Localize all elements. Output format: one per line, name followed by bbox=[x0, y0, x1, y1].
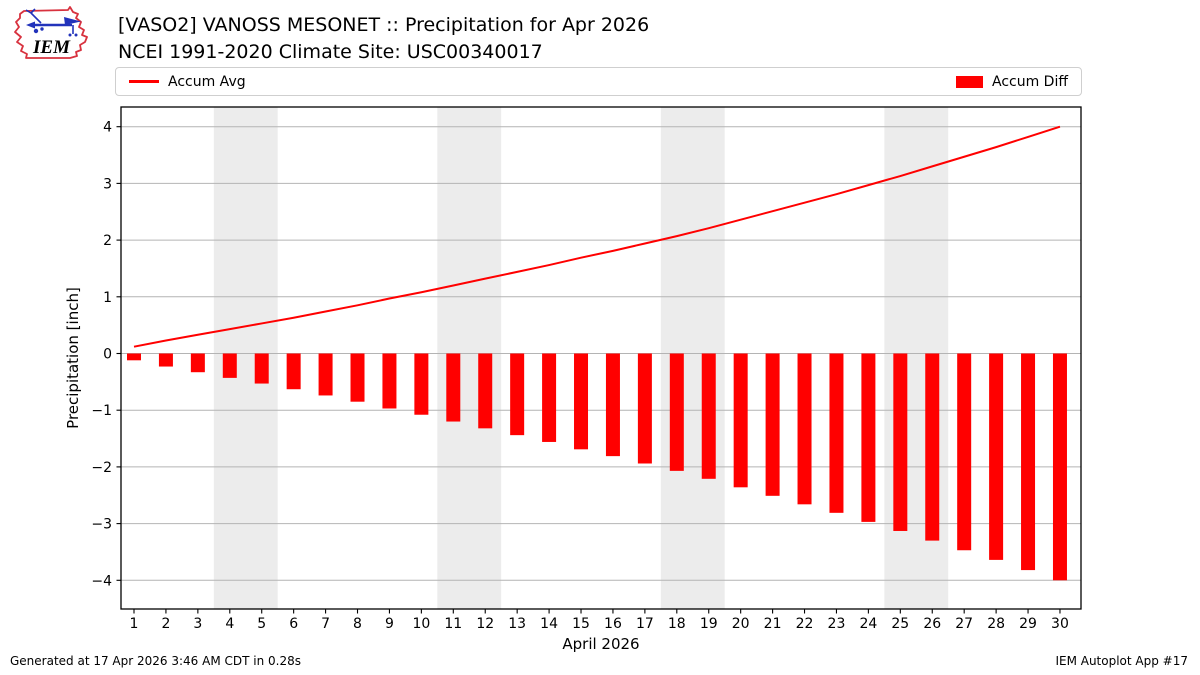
iowa-state-outline: IEM bbox=[14, 6, 88, 59]
svg-text:1: 1 bbox=[103, 290, 112, 306]
legend-entry-accum-avg: Accum Avg bbox=[129, 74, 246, 90]
svg-text:19: 19 bbox=[700, 616, 718, 632]
chart-header: [VASO2] VANOSS MESONET :: Precipitation … bbox=[118, 12, 649, 66]
legend-entry-accum-diff: Accum Diff bbox=[955, 73, 1068, 90]
x-axis-label: April 2026 bbox=[562, 635, 639, 653]
app-credit: IEM Autoplot App #17 bbox=[1055, 654, 1188, 668]
accum-diff-bars bbox=[127, 353, 1067, 581]
y-tick-labels: −4 −3 −2 −1 0 1 2 3 4 bbox=[91, 120, 112, 590]
svg-text:16: 16 bbox=[604, 616, 622, 632]
svg-text:8: 8 bbox=[353, 616, 362, 632]
svg-text:13: 13 bbox=[508, 616, 526, 632]
svg-text:26: 26 bbox=[923, 616, 941, 632]
chart-subtitle: NCEI 1991-2020 Climate Site: USC00340017 bbox=[118, 41, 543, 63]
svg-text:2: 2 bbox=[103, 233, 112, 249]
chart-title: [VASO2] VANOSS MESONET :: Precipitation … bbox=[118, 14, 650, 36]
svg-text:17: 17 bbox=[636, 616, 654, 632]
svg-text:28: 28 bbox=[987, 616, 1005, 632]
y-axis-label: Precipitation [inch] bbox=[64, 287, 82, 429]
svg-text:27: 27 bbox=[955, 616, 973, 632]
svg-text:−3: −3 bbox=[91, 517, 112, 533]
svg-text:14: 14 bbox=[540, 616, 558, 632]
svg-text:−4: −4 bbox=[91, 573, 112, 589]
svg-text:4: 4 bbox=[225, 616, 234, 632]
svg-text:9: 9 bbox=[385, 616, 394, 632]
grid-lines bbox=[121, 126, 1081, 581]
svg-text:2: 2 bbox=[161, 616, 170, 632]
accum-avg-line-swatch bbox=[129, 80, 159, 83]
svg-text:23: 23 bbox=[828, 616, 846, 632]
x-tick-labels: 1 2 3 4 5 6 7 8 9 10 11 12 13 14 15 16 17 18 19 20 21 22 23 24 2… bbox=[130, 616, 1069, 632]
svg-text:21: 21 bbox=[764, 616, 782, 632]
svg-text:25: 25 bbox=[891, 616, 909, 632]
svg-text:29: 29 bbox=[1019, 616, 1037, 632]
svg-text:6: 6 bbox=[289, 616, 298, 632]
svg-text:1: 1 bbox=[130, 616, 139, 632]
svg-text:−2: −2 bbox=[91, 460, 112, 476]
svg-text:3: 3 bbox=[103, 176, 112, 192]
svg-text:4: 4 bbox=[103, 120, 112, 136]
accum-avg-line bbox=[133, 125, 1061, 348]
generated-timestamp: Generated at 17 Apr 2026 3:46 AM CDT in … bbox=[10, 654, 301, 668]
svg-text:11: 11 bbox=[444, 616, 462, 632]
svg-text:−1: −1 bbox=[91, 403, 112, 419]
x-axis-ticks bbox=[133, 609, 1061, 614]
svg-text:18: 18 bbox=[668, 616, 686, 632]
svg-text:15: 15 bbox=[572, 616, 590, 632]
accum-diff-label: Accum Diff bbox=[991, 73, 1068, 90]
accum-diff-bar-swatch bbox=[955, 75, 983, 88]
svg-text:20: 20 bbox=[732, 616, 750, 632]
iem-logo: IEM bbox=[10, 6, 100, 64]
svg-text:7: 7 bbox=[321, 616, 330, 632]
plot-frame bbox=[120, 106, 1082, 610]
svg-text:0: 0 bbox=[103, 347, 112, 363]
weather-vane-icon bbox=[25, 8, 81, 37]
svg-text:30: 30 bbox=[1051, 616, 1069, 632]
legend: Accum Avg Accum Diff bbox=[115, 67, 1082, 96]
svg-text:5: 5 bbox=[257, 616, 266, 632]
y-axis-ticks bbox=[116, 126, 121, 581]
svg-text:22: 22 bbox=[796, 616, 814, 632]
iem-logo-text: IEM bbox=[32, 37, 71, 58]
svg-text:10: 10 bbox=[412, 616, 430, 632]
svg-text:3: 3 bbox=[193, 616, 202, 632]
accum-avg-label: Accum Avg bbox=[168, 73, 246, 90]
svg-text:12: 12 bbox=[476, 616, 494, 632]
svg-text:24: 24 bbox=[859, 616, 877, 632]
